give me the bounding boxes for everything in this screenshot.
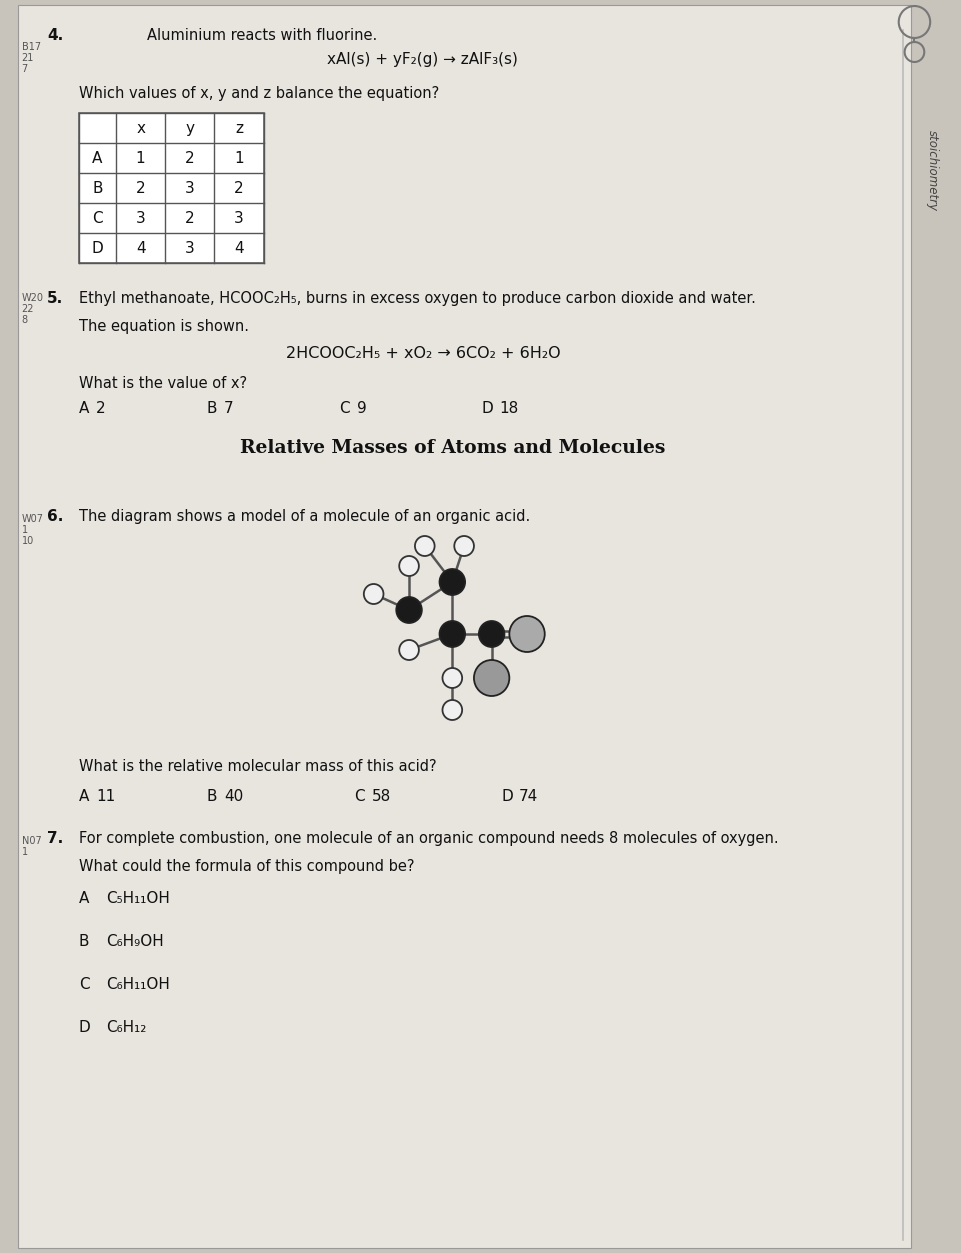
Text: W07: W07 [21, 514, 43, 524]
Text: W20: W20 [21, 293, 43, 303]
Circle shape [442, 700, 461, 720]
Text: stoichiometry: stoichiometry [924, 129, 938, 211]
Text: 18: 18 [499, 401, 518, 416]
Text: 74: 74 [519, 789, 538, 804]
Text: 2: 2 [136, 180, 145, 195]
Text: xAl(s) + yF₂(g) → zAlF₃(s): xAl(s) + yF₂(g) → zAlF₃(s) [327, 53, 518, 66]
Text: 21: 21 [21, 53, 34, 63]
Text: 3: 3 [136, 211, 145, 226]
Text: 3: 3 [234, 211, 243, 226]
Circle shape [414, 536, 434, 556]
Text: Relative Masses of Atoms and Molecules: Relative Masses of Atoms and Molecules [239, 439, 664, 457]
Text: z: z [234, 120, 243, 135]
Text: 2: 2 [185, 150, 194, 165]
Circle shape [363, 584, 383, 604]
Text: D: D [91, 241, 103, 256]
Text: B: B [207, 401, 217, 416]
Text: 40: 40 [224, 789, 243, 804]
Text: 5.: 5. [47, 291, 63, 306]
Text: 4.: 4. [47, 28, 63, 43]
Circle shape [439, 621, 464, 647]
Circle shape [396, 596, 421, 623]
Text: 4: 4 [234, 241, 243, 256]
Text: 1: 1 [21, 525, 28, 535]
Text: A: A [79, 891, 89, 906]
Text: 2HCOOC₂H₅ + xO₂ → 6CO₂ + 6H₂O: 2HCOOC₂H₅ + xO₂ → 6CO₂ + 6H₂O [285, 346, 559, 361]
Text: Ethyl methanoate, HCOOC₂H₅, burns in excess oxygen to produce carbon dioxide and: Ethyl methanoate, HCOOC₂H₅, burns in exc… [79, 291, 754, 306]
Text: 7: 7 [21, 64, 28, 74]
Text: B: B [79, 933, 89, 949]
Text: 4: 4 [136, 241, 145, 256]
Text: C: C [354, 789, 364, 804]
Text: 6.: 6. [47, 509, 63, 524]
Text: B: B [207, 789, 217, 804]
Text: 2: 2 [234, 180, 243, 195]
Text: 3: 3 [185, 241, 194, 256]
Text: Aluminium reacts with fluorine.: Aluminium reacts with fluorine. [147, 28, 378, 43]
Text: Which values of x, y and z balance the equation?: Which values of x, y and z balance the e… [79, 86, 438, 101]
Text: B17: B17 [21, 43, 40, 53]
Text: 9: 9 [357, 401, 366, 416]
Text: 1: 1 [136, 150, 145, 165]
Text: C: C [92, 211, 103, 226]
Circle shape [454, 536, 474, 556]
Text: D: D [79, 1020, 90, 1035]
Text: C₆H₁₂: C₆H₁₂ [106, 1020, 146, 1035]
Text: y: y [185, 120, 194, 135]
Circle shape [508, 616, 544, 652]
Text: A: A [79, 789, 89, 804]
Text: 8: 8 [21, 315, 28, 325]
Text: The equation is shown.: The equation is shown. [79, 320, 248, 335]
Text: C₆H₉OH: C₆H₉OH [106, 933, 163, 949]
Text: C: C [79, 977, 89, 992]
Circle shape [442, 668, 461, 688]
Text: 1: 1 [21, 847, 28, 857]
Text: What is the value of x?: What is the value of x? [79, 376, 247, 391]
Text: 7: 7 [224, 401, 234, 416]
Text: D: D [481, 401, 493, 416]
Text: The diagram shows a model of a molecule of an organic acid.: The diagram shows a model of a molecule … [79, 509, 530, 524]
Text: x: x [136, 120, 145, 135]
Text: D: D [501, 789, 513, 804]
Text: 22: 22 [21, 304, 34, 315]
Text: C: C [339, 401, 350, 416]
Text: 2: 2 [185, 211, 194, 226]
Text: B: B [92, 180, 103, 195]
Text: C₆H₁₁OH: C₆H₁₁OH [106, 977, 170, 992]
Text: A: A [92, 150, 103, 165]
Bar [79, 113, 263, 263]
Text: 3: 3 [185, 180, 194, 195]
Text: N07: N07 [21, 836, 41, 846]
Text: 58: 58 [371, 789, 390, 804]
Text: A: A [79, 401, 89, 416]
Text: 2: 2 [96, 401, 106, 416]
Circle shape [399, 640, 418, 660]
Circle shape [439, 569, 464, 595]
Circle shape [399, 556, 418, 576]
Text: What is the relative molecular mass of this acid?: What is the relative molecular mass of t… [79, 759, 436, 774]
Text: 11: 11 [96, 789, 115, 804]
Text: 7.: 7. [47, 831, 63, 846]
Text: 1: 1 [234, 150, 243, 165]
Text: For complete combustion, one molecule of an organic compound needs 8 molecules o: For complete combustion, one molecule of… [79, 831, 777, 846]
Text: 10: 10 [21, 536, 34, 546]
Text: What could the formula of this compound be?: What could the formula of this compound … [79, 860, 414, 875]
Circle shape [474, 660, 508, 695]
Text: C₅H₁₁OH: C₅H₁₁OH [106, 891, 170, 906]
Circle shape [479, 621, 504, 647]
